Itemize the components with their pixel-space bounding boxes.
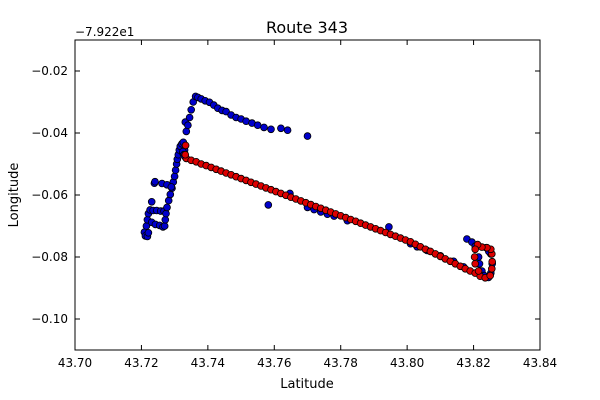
data-point-series-1-62 — [487, 264, 496, 273]
plot-area — [75, 40, 540, 350]
data-point-series-0-24 — [170, 172, 179, 181]
data-point-series-1-70 — [470, 253, 479, 261]
data-point-series-0-3 — [144, 229, 153, 237]
data-point-series-1-63 — [488, 257, 497, 266]
x-tick-label: 43.84 — [523, 356, 557, 370]
data-point-series-1-73 — [181, 150, 190, 159]
chart-title: Route 343 — [266, 18, 348, 37]
data-point-series-1-74 — [181, 141, 190, 150]
data-point-series-0-25 — [171, 166, 180, 175]
data-point-series-0-45 — [187, 106, 196, 114]
y-tick-label: −0.06 — [31, 188, 68, 202]
data-point-series-1-71 — [471, 259, 480, 268]
data-point-series-0-21 — [166, 190, 175, 199]
data-points — [140, 92, 497, 282]
y-axis-label: Longitude — [7, 163, 22, 228]
x-tick-label: 43.78 — [324, 356, 358, 370]
x-tick-label: 43.70 — [58, 356, 92, 370]
data-point-series-0-62 — [260, 123, 268, 132]
x-axis-label: Latitude — [280, 377, 334, 392]
data-point-series-0-44 — [185, 113, 194, 122]
data-point-series-0-61 — [253, 121, 262, 129]
data-point-series-1-69 — [471, 245, 480, 254]
data-point-series-1-72 — [474, 267, 483, 275]
data-point-series-0-69 — [385, 223, 393, 231]
y-tick-label: −0.08 — [31, 250, 68, 264]
data-point-series-0-37 — [151, 177, 159, 186]
x-tick-label: 43.76 — [257, 356, 291, 370]
data-point-series-0-40 — [167, 183, 176, 191]
data-point-series-0-63 — [267, 125, 275, 134]
data-point-series-0-66 — [303, 132, 312, 140]
y-axis-ticks: −0.10 −0.08 −0.06 −0.04 −0.02 — [31, 64, 540, 326]
data-point-series-0-18 — [162, 209, 170, 218]
data-point-series-0-19 — [163, 203, 171, 212]
data-point-series-0-16 — [160, 222, 169, 230]
y-offset-label: −7.922e1 — [75, 25, 134, 39]
x-axis-ticks: 43.70 43.72 43.74 43.76 43.78 43.80 43.82 43.84 — [58, 40, 557, 370]
x-tick-label: 43.72 — [124, 356, 158, 370]
data-point-series-0-42 — [182, 127, 191, 136]
data-point-series-0-17 — [161, 216, 170, 224]
data-point-series-0-43 — [184, 121, 192, 129]
x-tick-label: 43.82 — [456, 356, 490, 370]
y-tick-label: −0.10 — [31, 312, 68, 326]
data-point-series-0-20 — [164, 196, 173, 205]
x-tick-label: 43.80 — [390, 356, 424, 370]
y-tick-label: −0.02 — [31, 64, 68, 78]
y-tick-label: −0.04 — [31, 126, 68, 140]
data-point-series-0-35 — [147, 198, 156, 206]
data-point-series-0-68 — [264, 201, 273, 209]
data-point-series-0-65 — [283, 126, 292, 134]
data-point-series-1-61 — [486, 271, 495, 280]
data-point-series-0-64 — [277, 124, 285, 133]
x-tick-label: 43.74 — [191, 356, 225, 370]
